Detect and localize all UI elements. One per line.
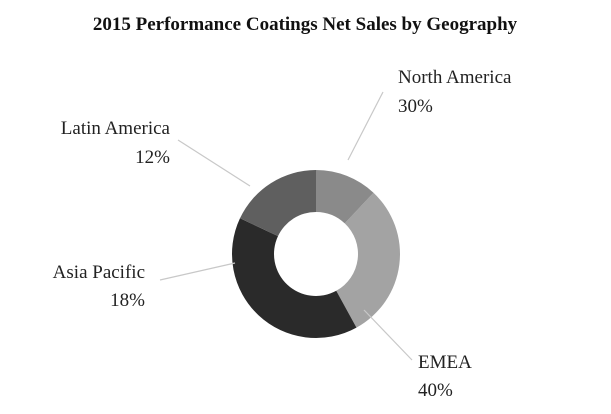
slice-label-latin-america: Latin America [61, 118, 171, 139]
leader-line-asia-pacific [159, 262, 236, 281]
leader-line-north-america [347, 91, 384, 161]
slice-percent-emea: 40% [418, 380, 453, 401]
donut-slice-north-america [336, 192, 401, 328]
slice-label-emea: EMEA [418, 352, 472, 373]
slice-percent-north-america: 30% [398, 96, 433, 117]
donut-slices [231, 170, 401, 339]
slice-percent-latin-america: 12% [135, 147, 170, 168]
leader-line-emea [363, 309, 413, 361]
donut-slice-emea [231, 218, 357, 339]
slice-label-north-america: North America [398, 67, 512, 88]
donut-slice-latin-america [316, 170, 374, 224]
slice-label-asia-pacific: Asia Pacific [53, 262, 145, 283]
leader-line-latin-america [177, 139, 251, 187]
donut-slice-asia-pacific [239, 170, 316, 237]
chart-title: 2015 Performance Coatings Net Sales by G… [93, 14, 518, 35]
slice-percent-asia-pacific: 18% [110, 290, 145, 311]
